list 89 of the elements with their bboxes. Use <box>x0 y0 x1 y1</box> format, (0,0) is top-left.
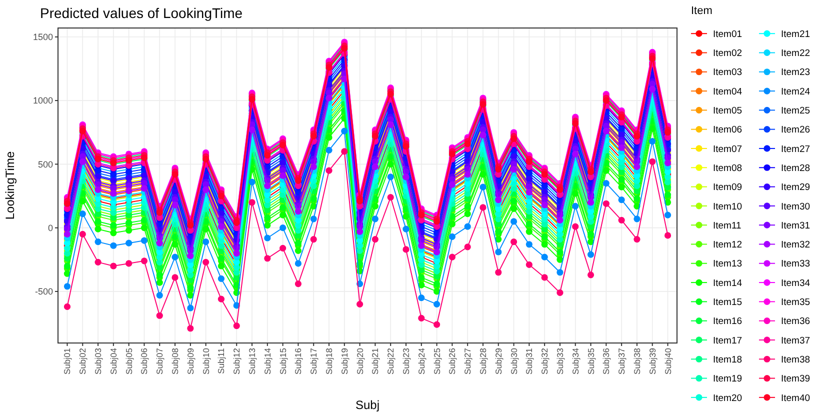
x-tick-label: Subj01 <box>62 348 72 374</box>
x-tick-label: Subj40 <box>662 348 673 374</box>
x-tick-label: Subj18 <box>324 348 334 374</box>
legend-label: Item40 <box>781 392 810 404</box>
x-tick-label: Subj23 <box>400 348 411 374</box>
x-tick-label: Subj24 <box>416 348 426 374</box>
legend-label: Item23 <box>781 67 810 78</box>
legend-label: Item10 <box>713 201 742 212</box>
legend-label: Item01 <box>713 28 742 40</box>
legend-label: Item37 <box>781 335 810 346</box>
legend-label: Item38 <box>781 354 810 366</box>
legend-label: Item21 <box>781 28 810 40</box>
y-tick-label: 0 <box>48 222 53 233</box>
y-tick-label: -500 <box>34 286 53 297</box>
x-tick-label: Subj39 <box>647 348 658 374</box>
x-tick-label: Subj31 <box>524 348 534 374</box>
legend-label: Item05 <box>713 106 742 116</box>
x-tick-label: Subj27 <box>462 348 473 374</box>
x-tick-label: Subj37 <box>616 348 627 374</box>
y-tick-label: 500 <box>38 159 53 170</box>
y-tick-label: 1000 <box>32 96 53 106</box>
x-tick-label: Subj26 <box>447 348 458 374</box>
legend-label: Item14 <box>713 278 742 289</box>
legend-label: Item39 <box>781 374 810 385</box>
legend-title: Item <box>691 5 712 17</box>
legend-label: Item27 <box>781 144 810 155</box>
x-tick-label: Subj21 <box>370 348 380 374</box>
legend-label: Item12 <box>713 240 742 251</box>
y-tick-label: 1500 <box>32 32 53 42</box>
legend-label: Item34 <box>781 278 810 289</box>
x-tick-label: Subj38 <box>632 348 642 374</box>
legend-label: Item22 <box>781 48 810 60</box>
legend-label: Item02 <box>713 48 742 60</box>
legend-label: Item16 <box>713 316 742 328</box>
x-tick-label: Subj36 <box>601 348 612 374</box>
chart-title: Predicted values of LookingTime <box>40 5 243 21</box>
legend-label: Item13 <box>713 258 742 270</box>
legend-label: Item20 <box>713 392 742 404</box>
legend-label: Item11 <box>713 220 742 232</box>
legend-label: Item26 <box>781 124 810 136</box>
x-tick-label: Subj13 <box>247 348 258 374</box>
x-tick-label: Subj35 <box>586 348 596 374</box>
legend-label: Item18 <box>713 354 742 366</box>
x-tick-label: Subj08 <box>170 348 180 374</box>
legend-label: Item08 <box>713 162 742 174</box>
x-tick-label: Subj16 <box>293 348 304 374</box>
x-tick-label: Subj17 <box>308 348 319 374</box>
x-tick-label: Subj34 <box>570 348 580 374</box>
legend-label: Item30 <box>781 201 810 212</box>
legend-label: Item32 <box>781 240 810 251</box>
x-tick-label: Subj06 <box>139 348 150 374</box>
x-tick-label: Subj09 <box>185 348 196 374</box>
legend-label: Item15 <box>713 297 742 308</box>
x-tick-label: Subj25 <box>432 348 442 374</box>
x-tick-label: Subj30 <box>508 348 519 374</box>
legend-label: Item25 <box>781 106 810 116</box>
legend-label: Item04 <box>713 86 742 98</box>
x-tick-label: Subj11 <box>216 348 226 374</box>
legend-label: Item19 <box>713 374 742 385</box>
legend-label: Item09 <box>713 182 742 194</box>
x-tick-label: Subj29 <box>493 348 504 374</box>
legend-label: Item03 <box>713 67 742 78</box>
x-tick-label: Subj15 <box>278 348 288 374</box>
x-tick-label: Subj07 <box>154 348 165 374</box>
legend-label: Item07 <box>713 144 742 155</box>
legend-label: Item06 <box>713 124 742 136</box>
x-tick-label: Subj32 <box>540 348 550 374</box>
legend-label: Item29 <box>781 182 810 194</box>
legend-label: Item33 <box>781 258 810 270</box>
y-axis-title: LookingTime <box>3 151 17 220</box>
x-tick-label: Subj19 <box>339 348 350 374</box>
x-tick-label: Subj20 <box>354 348 365 374</box>
x-axis-title: Subj <box>355 398 380 412</box>
legend-label: Item36 <box>781 316 810 328</box>
x-tick-label: Subj03 <box>93 348 104 374</box>
legend-label: Item17 <box>713 335 742 346</box>
legend-label: Item24 <box>781 86 810 98</box>
x-tick-label: Subj05 <box>124 348 134 374</box>
legend-label: Item35 <box>781 297 810 308</box>
x-tick-label: Subj10 <box>200 348 211 374</box>
x-tick-label: Subj33 <box>554 348 565 374</box>
legend-label: Item28 <box>781 162 810 174</box>
x-tick-label: Subj22 <box>386 348 396 374</box>
x-tick-label: Subj14 <box>262 348 272 374</box>
legend-label: Item31 <box>781 220 810 232</box>
x-tick-label: Subj04 <box>108 348 118 374</box>
x-tick-label: Subj02 <box>78 348 88 374</box>
x-tick-label: Subj12 <box>232 348 242 374</box>
x-tick-label: Subj28 <box>478 348 488 374</box>
